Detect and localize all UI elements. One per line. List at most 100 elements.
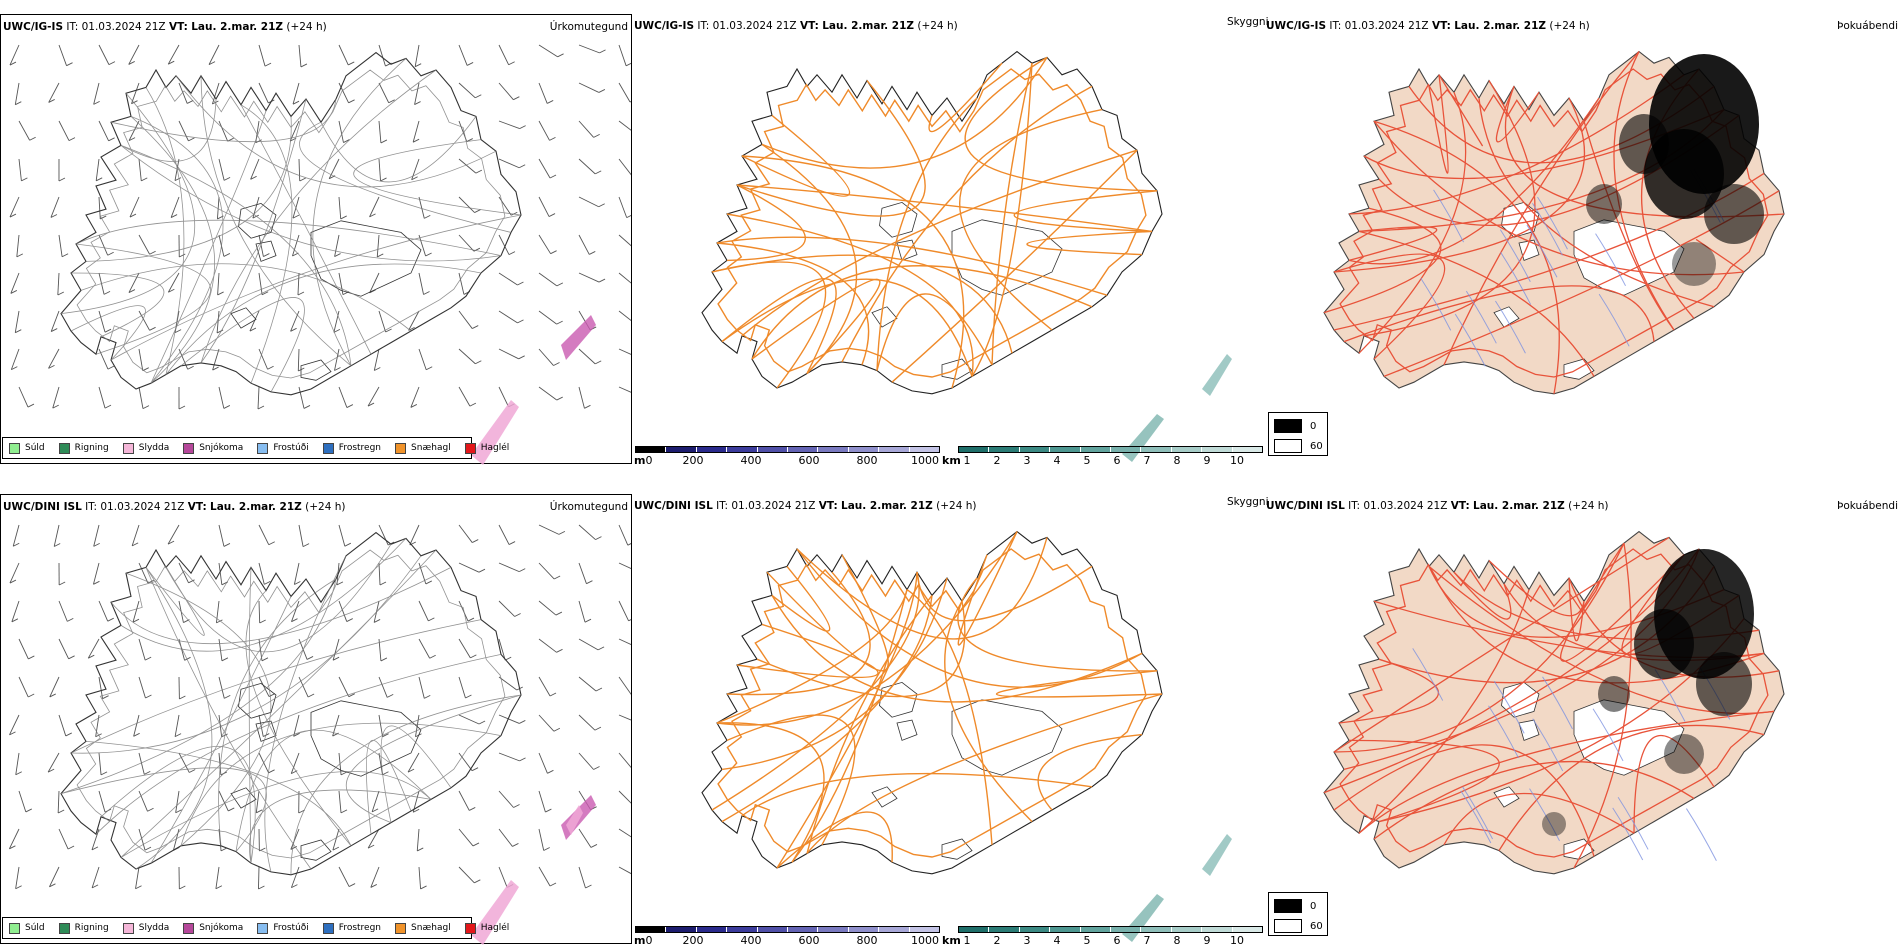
wind-barb-feather <box>13 542 20 547</box>
wind-barb-feather <box>429 654 436 659</box>
fog-legend-row: 60 <box>1274 439 1323 453</box>
wind-barb-feather <box>595 170 602 175</box>
wind-barb-feather <box>517 281 524 286</box>
road-line <box>200 69 437 364</box>
wind-barb <box>367 828 380 849</box>
legend-label: Frostregn <box>338 923 382 933</box>
road-line <box>346 694 522 823</box>
wind-barb-feather <box>50 214 58 218</box>
road-line <box>135 567 213 870</box>
wind-barb <box>297 348 300 372</box>
wind-barb-feather <box>68 137 76 142</box>
wind-barb-feather <box>420 885 427 890</box>
wind-barb-feather <box>467 617 475 622</box>
legend-swatch <box>122 922 134 934</box>
road-line <box>150 110 267 384</box>
wind-barb <box>290 866 300 888</box>
legend-label: Haglél <box>480 923 510 933</box>
road-line <box>70 272 165 338</box>
road-line <box>353 139 522 216</box>
wind-barb <box>131 524 140 547</box>
wind-barb <box>618 196 628 218</box>
wind-barb-feather <box>367 402 375 407</box>
wind-barb <box>618 82 631 103</box>
fog-legend-swatch <box>1274 899 1302 913</box>
road-line <box>60 578 337 794</box>
panel-header: UWC/DINI ISL IT: 01.03.2024 21Z VT: Lau.… <box>3 501 345 513</box>
wind-barb <box>538 790 546 813</box>
wind-barb-feather <box>170 214 178 218</box>
wind-barb-feather <box>508 61 515 66</box>
wind-barb-feather <box>212 366 219 371</box>
wind-barb-feather <box>48 364 55 369</box>
wind-barb-feather <box>223 253 231 257</box>
valid-time-value: Lau. 2.mar. 21Z <box>1454 20 1547 32</box>
wind-barb <box>498 866 508 888</box>
wind-barb <box>538 600 557 616</box>
wind-barb <box>409 524 420 546</box>
wind-barb-feather <box>474 209 481 213</box>
wind-barb-feather <box>223 543 231 547</box>
river-line <box>1532 202 1563 256</box>
wind-barb-feather <box>598 89 606 93</box>
model-name: UWC/IG-IS <box>1266 20 1327 32</box>
tick-label: 800 <box>856 454 878 467</box>
wind-barb <box>138 158 142 181</box>
road-line <box>365 740 412 835</box>
wind-barb <box>167 272 180 293</box>
panel-header: UWC/IG-IS IT: 01.03.2024 21Z VT: Lau. 2.… <box>634 20 958 32</box>
road-line <box>1348 226 1438 262</box>
road-line <box>60 767 267 852</box>
visibility-m-unit: m <box>634 934 646 947</box>
fog-area <box>1664 734 1704 774</box>
road-line <box>248 567 252 864</box>
wind-barb-feather <box>307 693 315 698</box>
wind-barb-feather <box>174 329 182 334</box>
colorbar-step <box>1050 447 1081 452</box>
fog-map-svg <box>1323 530 1785 875</box>
wind-barb-feather <box>380 657 388 662</box>
wind-barb-feather <box>556 396 563 401</box>
road-line <box>1443 793 1635 846</box>
fog-legend-swatch <box>1274 419 1302 433</box>
river-line <box>1598 293 1630 347</box>
wind-barb <box>258 234 264 257</box>
init-time-value: 01.03.2024 21Z <box>81 21 166 33</box>
wind-barb-feather <box>388 99 395 104</box>
road-line <box>957 577 1158 672</box>
wind-barb-feather <box>58 581 66 586</box>
wind-barb-feather <box>513 804 520 808</box>
wind-barb <box>138 310 150 331</box>
tick-label: 1000 <box>911 454 939 467</box>
wind-barb <box>498 790 514 808</box>
wind-barb <box>298 386 305 409</box>
legend-swatch <box>395 442 407 454</box>
wind-barb-feather <box>107 617 114 622</box>
wind-barb-feather <box>546 100 554 104</box>
wind-barb-feather <box>332 656 340 661</box>
visibility-map-svg <box>701 530 1232 942</box>
wind-barb <box>578 524 596 540</box>
road-line <box>916 565 1093 622</box>
wind-barb-feather <box>174 733 182 738</box>
fog-legend-label: 0 <box>1310 900 1317 912</box>
wind-barb <box>458 828 474 847</box>
legend-item: Frostregn <box>322 922 382 934</box>
road-line <box>1583 121 1675 331</box>
wind-barb <box>218 714 223 737</box>
river-line <box>1420 277 1452 331</box>
river-line <box>1529 788 1560 842</box>
wind-barb-feather <box>141 177 148 182</box>
wind-barb-feather <box>550 250 557 255</box>
colorbar-step <box>818 927 849 932</box>
wind-barb <box>138 234 151 255</box>
wind-barb <box>10 348 20 370</box>
wind-barb-feather <box>47 768 55 773</box>
visibility-panel: UWC/IG-IS IT: 01.03.2024 21Z VT: Lau. 2.… <box>632 14 1328 467</box>
wind-barb-feather <box>67 617 74 622</box>
visibility-map-svg <box>701 50 1232 462</box>
wind-barb <box>332 828 340 851</box>
wind-barb-feather <box>472 539 479 543</box>
wind-barb-feather <box>424 214 431 219</box>
wind-barb-feather <box>107 365 115 370</box>
